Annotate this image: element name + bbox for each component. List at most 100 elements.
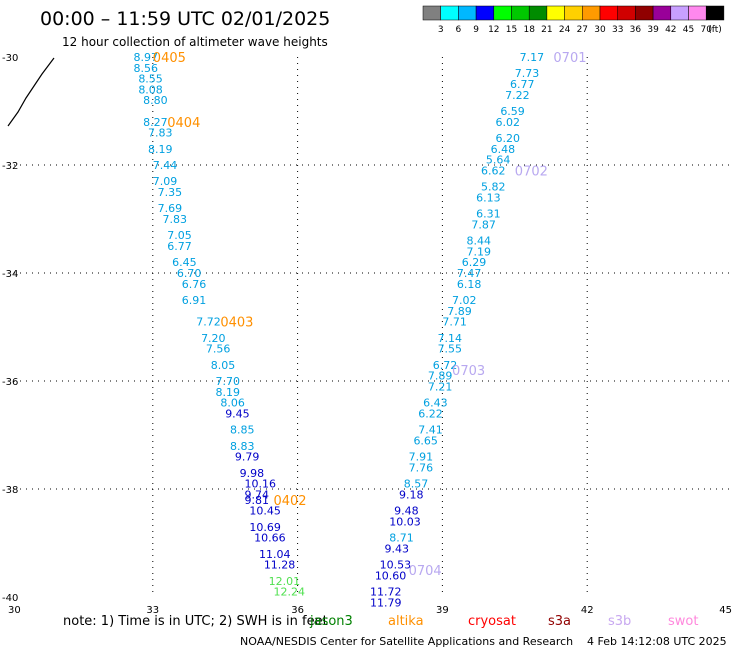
pass-time-label: 0701 (553, 51, 586, 66)
legend-tick-label: 18 (523, 25, 535, 35)
legend-unit-label: (ft) (708, 25, 722, 35)
wave-height-label: 10.45 (249, 505, 280, 518)
satellite-name-s3b: s3b (608, 614, 631, 629)
legend-swatch (528, 5, 548, 21)
wave-height-label: 7.14 (438, 332, 463, 345)
legend-swatch (582, 5, 601, 21)
wave-height-label: 8.83 (230, 440, 255, 453)
wave-height-label: 9.81 (245, 494, 269, 507)
wave-height-label: 5.64 (486, 154, 511, 167)
pass-time-label: 0405 (153, 51, 186, 66)
wave-height-label: 6.18 (457, 278, 482, 291)
wave-height-label: 6.76 (182, 278, 207, 291)
legend-tick-label: 33 (612, 25, 623, 35)
wave-height-label: 8.06 (220, 397, 245, 410)
wave-height-label: 8.56 (133, 62, 158, 75)
wave-height-label: 10.60 (375, 569, 407, 582)
satellite-name-s3a: s3a (548, 614, 571, 629)
wave-height-label: 6.70 (177, 267, 202, 280)
y-tick-label: -40 (2, 593, 18, 604)
footer-note: note: 1) Time is in UTC; 2) SWH is in fe… (63, 614, 328, 629)
wave-height-label: 7.47 (457, 267, 482, 280)
wave-height-label: 7.22 (505, 89, 530, 102)
wave-height-label: 6.48 (491, 143, 515, 156)
wave-height-label: 7.02 (452, 294, 477, 307)
legend-tick-label: 24 (559, 25, 571, 35)
y-tick-label: -36 (2, 377, 18, 388)
wave-height-label: 12.01 (269, 575, 301, 588)
x-tick-label: 30 (8, 605, 21, 616)
wave-height-label: 8.08 (138, 83, 163, 96)
wave-height-label: 6.45 (172, 256, 197, 269)
legend-tick-label: 36 (630, 25, 642, 35)
y-tick-label: -32 (2, 161, 18, 172)
wave-height-label: 8.85 (230, 424, 255, 437)
wave-height-label: 7.89 (447, 305, 472, 318)
wave-height-label: 6.77 (510, 78, 535, 91)
legend-swatch (635, 5, 654, 21)
wave-height-label: 6.29 (462, 256, 487, 269)
satellite-tracks: 8.978.568.558.088.808.277.838.197.447.09… (133, 51, 586, 609)
y-tick-label: -34 (2, 269, 18, 280)
footer-credit: NOAA/NESDIS Center for Satellite Applica… (240, 635, 573, 648)
wave-height-label: 7.83 (162, 213, 187, 226)
map-title: 00:00 – 11:59 UTC 02/01/2025 (40, 8, 330, 30)
pass-time-label: 0404 (167, 116, 200, 131)
pass-time-label: 0703 (452, 364, 485, 379)
legend-tick-label: 42 (665, 25, 676, 35)
wave-height-label: 7.70 (216, 375, 241, 388)
wave-height-label: 7.72 (196, 316, 221, 329)
wave-height-label: 11.79 (370, 596, 402, 609)
wave-height-label: 8.57 (404, 478, 429, 491)
wave-height-label: 7.87 (471, 218, 496, 231)
wave-height-label: 5.82 (481, 181, 506, 194)
footer-timestamp: 4 Feb 14:12:08 UTC 2025 (587, 635, 727, 648)
wave-height-label: 9.43 (384, 542, 409, 555)
wave-height-label: 7.89 (428, 370, 453, 383)
wave-height-label: 7.91 (409, 451, 434, 464)
x-tick-label: 45 (719, 605, 732, 616)
pass-time-label: 0403 (220, 316, 253, 331)
wave-height-label: 9.18 (399, 488, 424, 501)
legend-tick-label: 6 (456, 25, 462, 35)
wave-height-label: 8.55 (138, 73, 163, 86)
x-tick-label: 33 (146, 605, 159, 616)
satellite-name-cryosat: cryosat (468, 614, 516, 629)
wave-height-label: 7.05 (167, 229, 192, 242)
x-tick-label: 36 (291, 605, 304, 616)
wave-height-label: 8.44 (467, 235, 492, 248)
coastline (7, 57, 55, 127)
wave-height-label: 6.31 (476, 208, 501, 221)
legend-swatch (652, 5, 672, 21)
legend-swatch (688, 5, 707, 21)
wave-height-label: 11.72 (370, 586, 402, 599)
wave-height-label: 9.48 (394, 505, 419, 518)
legend-tick-label: 9 (473, 25, 479, 35)
coastline-path (7, 57, 55, 127)
wave-height-label: 9.79 (235, 451, 260, 464)
wave-height-label: 7.35 (158, 186, 183, 199)
legend-tick-label: 12 (488, 25, 499, 35)
wave-height-label: 7.44 (153, 159, 178, 172)
wave-height-label: 6.59 (500, 105, 525, 118)
wave-height-label: 6.65 (413, 434, 438, 447)
satellite-name-jason3: jason3 (309, 614, 353, 629)
wave-height-label: 8.97 (133, 51, 158, 64)
color-legend: 3 6 9 12 15 18 21 24 27 30 33 36 39 42 45 70(ft) (422, 5, 725, 35)
wave-height-label: 7.83 (148, 127, 173, 140)
wave-height-label: 9.45 (225, 407, 250, 420)
wave-height-label: 6.91 (182, 294, 207, 307)
wave-height-label: 7.41 (418, 424, 443, 437)
wave-height-label: 9.98 (240, 467, 265, 480)
legend-swatch (564, 5, 583, 21)
wave-height-label: 7.73 (515, 67, 540, 80)
wave-height-label: 10.66 (254, 532, 286, 545)
x-tick-label: 42 (581, 605, 594, 616)
wave-height-label: 6.62 (481, 164, 506, 177)
legend-tick-label: 39 (647, 25, 659, 35)
wave-height-label: 11.28 (264, 559, 296, 572)
legend-tick-label: 3 (438, 25, 444, 35)
legend-swatch (617, 5, 636, 21)
wave-height-label: 8.27 (143, 116, 168, 129)
